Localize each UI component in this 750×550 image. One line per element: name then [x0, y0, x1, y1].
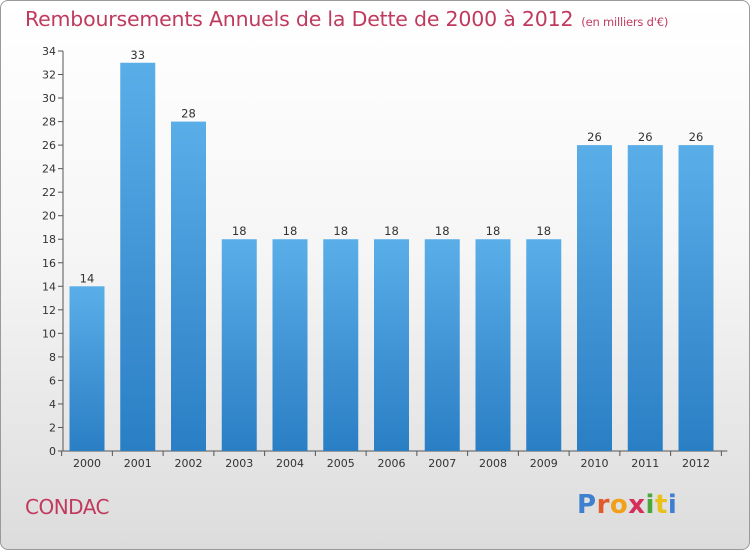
bar-2001 — [120, 62, 156, 451]
y-tick-label: 6 — [49, 374, 56, 387]
bar-2009 — [526, 239, 562, 451]
x-tick-label-2007: 2007 — [428, 457, 456, 470]
y-tick-label: 0 — [49, 445, 56, 458]
y-tick-label: 22 — [42, 186, 56, 199]
data-label-2009: 18 — [536, 224, 551, 238]
y-tick-label: 14 — [42, 280, 56, 293]
bar-2004 — [272, 239, 308, 451]
chart-bars — [69, 62, 714, 452]
data-label-2004: 18 — [283, 224, 298, 238]
title-unit: (en milliers d'€) — [581, 15, 669, 29]
bar-2010 — [577, 145, 612, 451]
y-tick-label: 32 — [42, 69, 56, 82]
x-tick-label-2002: 2002 — [175, 457, 203, 470]
logo-letter: o — [609, 490, 629, 520]
chart-data-labels: 14 33 28 18 18 18 18 18 18 18 26 26 26 — [80, 48, 704, 286]
bar-2007 — [424, 239, 460, 451]
title-text: Remboursements Annuels de la Dette de 20… — [25, 7, 574, 31]
logo-letter: x — [628, 490, 646, 520]
data-label-2010: 26 — [587, 130, 602, 144]
logo-letter: P — [577, 490, 597, 520]
data-label-2012: 26 — [689, 130, 704, 144]
x-tick-label-2011: 2011 — [631, 457, 659, 470]
commune-name: CONDAC — [25, 495, 110, 519]
data-label-2000: 14 — [80, 271, 95, 285]
x-tick-label-2004: 2004 — [276, 457, 304, 470]
bar-2008 — [475, 239, 511, 451]
bar-2006 — [374, 239, 409, 451]
y-tick-label: 24 — [42, 163, 56, 176]
y-tick-label: 4 — [49, 398, 56, 411]
y-tick-label: 16 — [42, 257, 56, 270]
y-tick-label: 12 — [42, 304, 56, 317]
bar-2002 — [171, 121, 206, 452]
y-tick-label: 18 — [42, 233, 56, 246]
x-tick-label-2010: 2010 — [581, 457, 609, 470]
x-tick-label-2001: 2001 — [124, 457, 152, 470]
data-label-2007: 18 — [435, 224, 450, 238]
bar-2000 — [69, 286, 105, 451]
y-tick-label: 28 — [42, 116, 56, 129]
bar-2011 — [627, 145, 663, 451]
y-tick-label: 10 — [42, 327, 56, 340]
data-label-2008: 18 — [486, 224, 501, 238]
proxiti-logo[interactable]: Proxiti — [577, 490, 677, 520]
y-tick-label: 30 — [42, 92, 56, 105]
y-tick-label: 26 — [42, 139, 56, 152]
x-tick-label-2006: 2006 — [378, 457, 406, 470]
bar-2005 — [323, 239, 359, 451]
data-label-2005: 18 — [333, 224, 348, 238]
data-label-2001: 33 — [130, 48, 145, 62]
logo-letter: t — [654, 490, 668, 520]
bar-2003 — [221, 239, 257, 451]
data-label-2003: 18 — [232, 224, 247, 238]
logo-letter: i — [667, 490, 678, 520]
y-tick-label: 20 — [42, 210, 56, 223]
y-tick-label: 8 — [49, 351, 56, 364]
x-tick-label-2003: 2003 — [225, 457, 253, 470]
x-tick-label-2008: 2008 — [479, 457, 507, 470]
chart-title: Remboursements Annuels de la Dette de 20… — [25, 7, 668, 31]
x-tick-label-2000: 2000 — [73, 457, 101, 470]
data-label-2006: 18 — [384, 224, 399, 238]
x-tick-label-2009: 2009 — [530, 457, 558, 470]
logo-letter: r — [596, 490, 610, 520]
bar-2012 — [678, 145, 714, 451]
y-tick-label: 2 — [49, 421, 56, 434]
logo-letter: i — [645, 490, 655, 520]
y-tick-label: 34 — [42, 45, 56, 58]
x-tick-label-2012: 2012 — [682, 457, 710, 470]
data-label-2002: 28 — [181, 107, 196, 121]
data-label-2011: 26 — [638, 130, 653, 144]
x-tick-label-2005: 2005 — [327, 457, 355, 470]
